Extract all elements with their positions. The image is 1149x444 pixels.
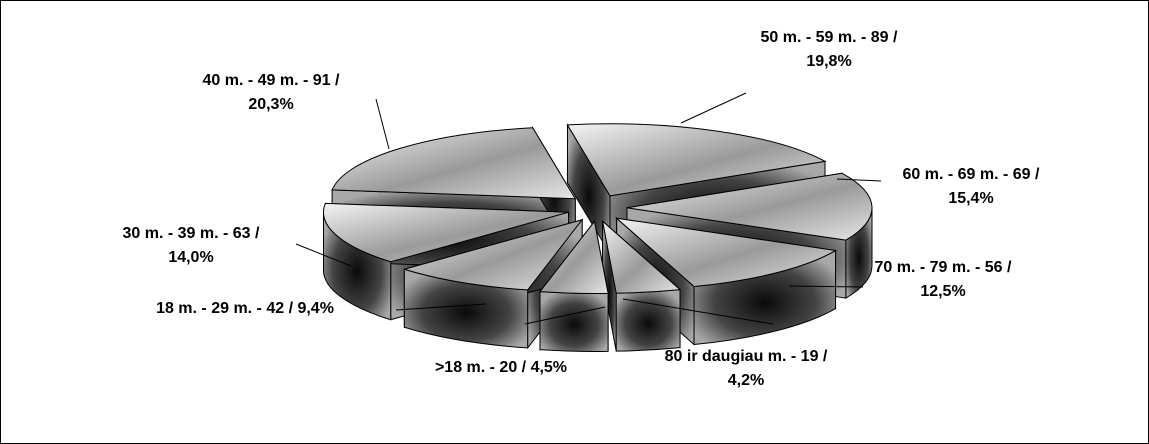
slice-label-line1: 60 m. - 69 m. - 69 / (903, 166, 1041, 183)
slice-label-line2: 19,8% (806, 53, 851, 70)
slice-top (402, 218, 584, 291)
leader-line (622, 298, 774, 325)
leader-line (788, 285, 864, 288)
slice-label-line1: 40 m. - 49 m. - 91 / (203, 72, 341, 89)
slice-label-line1: 30 m. - 39 m. - 63 / (123, 225, 261, 242)
slice-label-line2: 14,0% (168, 249, 213, 266)
slice-label: 60 m. - 69 m. - 69 / 15,4% (903, 166, 1041, 207)
slice-label: 30 m. - 39 m. - 63 / 14,0% (123, 225, 261, 266)
slice-label-line2: 4,2% (728, 372, 764, 389)
slice-outer-side (539, 291, 609, 352)
slice-label-line2: 15,4% (948, 190, 993, 207)
slice-label-line1: 18 m. - 29 m. - 42 / 9,4% (156, 300, 334, 317)
pie-slices (323, 123, 873, 352)
slice-top (615, 217, 838, 288)
slice-top (323, 202, 569, 263)
slice-label-line1: 80 ir daugiau m. - 19 / (665, 348, 828, 365)
leader-line (295, 243, 352, 267)
leader-line (680, 92, 747, 124)
slice-top (331, 127, 577, 200)
slice-outer-side (615, 289, 681, 352)
slice-label-line2: 12,5% (920, 283, 965, 300)
slice-label-line1: >18 m. - 20 / 4,5% (435, 359, 567, 376)
leader-line (395, 303, 487, 311)
slice-label-line2: 20,3% (248, 96, 293, 113)
leader-line (375, 98, 390, 150)
slice-top (601, 219, 682, 294)
slice-label: 80 ir daugiau m. - 19 / 4,2% (665, 348, 828, 389)
slice-label: 18 m. - 29 m. - 42 / 9,4% (156, 300, 334, 317)
slice-label-line1: 70 m. - 79 m. - 56 / (875, 259, 1013, 276)
slice-label: 70 m. - 79 m. - 56 / 12,5% (875, 259, 1013, 300)
slice-top (539, 220, 609, 294)
slice-label: 40 m. - 49 m. - 91 / 20,3% (203, 72, 341, 113)
slice-label: 50 m. - 59 m. - 89 / 19,8% (761, 29, 899, 70)
leader-lines (295, 92, 882, 325)
slice-label: >18 m. - 20 / 4,5% (435, 359, 567, 376)
leader-line (836, 178, 882, 182)
pie-slice (601, 219, 682, 352)
leader-line (524, 306, 606, 325)
slice-labels: 50 m. - 59 m. - 89 / 19,8% 60 m. - 69 m. -… (123, 29, 1041, 389)
slice-label-line1: 50 m. - 59 m. - 89 / (761, 29, 899, 46)
slice-top (566, 123, 827, 197)
